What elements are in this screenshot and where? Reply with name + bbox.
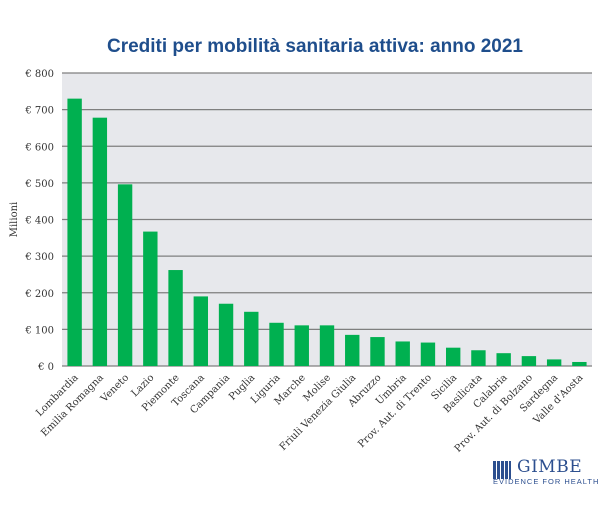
bar-campania: [218, 303, 234, 366]
bar-prov-aut-di-trento: [420, 342, 436, 366]
bar-puglia: [244, 311, 259, 366]
bar-lombardia: [67, 98, 82, 366]
gimbe-logo: GIMBE EVIDENCE FOR HEALTH: [493, 457, 600, 486]
bar-prov-aut-di-bolzano: [521, 356, 537, 366]
bar-sardegna: [546, 359, 562, 366]
bar-liguria: [269, 322, 284, 366]
y-tick-label: € 500: [24, 179, 54, 190]
y-tick-label: € 200: [24, 289, 54, 300]
y-tick-label: € 800: [24, 69, 54, 80]
bar-abruzzo: [370, 337, 385, 366]
bar-molise: [319, 325, 335, 366]
bar-umbria: [395, 341, 410, 366]
y-tick-label: € 700: [24, 106, 54, 117]
y-axis-label: Milioni: [9, 202, 20, 238]
bar-toscana: [193, 296, 209, 366]
bar-valle-d-aosta: [572, 361, 587, 366]
chart-title: Crediti per mobilità sanitaria attiva: a…: [106, 36, 523, 57]
y-tick-label: € 600: [24, 142, 54, 153]
y-tick-label: € 300: [24, 252, 54, 263]
bar-friuli-venezia-giulia: [345, 334, 360, 366]
bar-emilia-romagna: [92, 117, 108, 367]
bar-basilicata: [471, 350, 486, 366]
bar-marche: [294, 325, 309, 366]
y-tick-label: € 0: [37, 362, 54, 373]
y-tick-label: € 100: [24, 325, 54, 336]
logo-name: GIMBE: [517, 457, 583, 477]
bar-calabria: [496, 353, 511, 366]
logo-mark-icon: [493, 461, 511, 479]
bar-sicilia: [445, 347, 461, 366]
bar-veneto: [117, 184, 133, 366]
x-tick-label: Veneto: [98, 372, 131, 405]
bar-piemonte: [168, 270, 183, 366]
logo-tagline: EVIDENCE FOR HEALTH: [493, 477, 600, 486]
y-tick-label: € 400: [24, 216, 54, 227]
bar-lazio: [143, 231, 158, 366]
